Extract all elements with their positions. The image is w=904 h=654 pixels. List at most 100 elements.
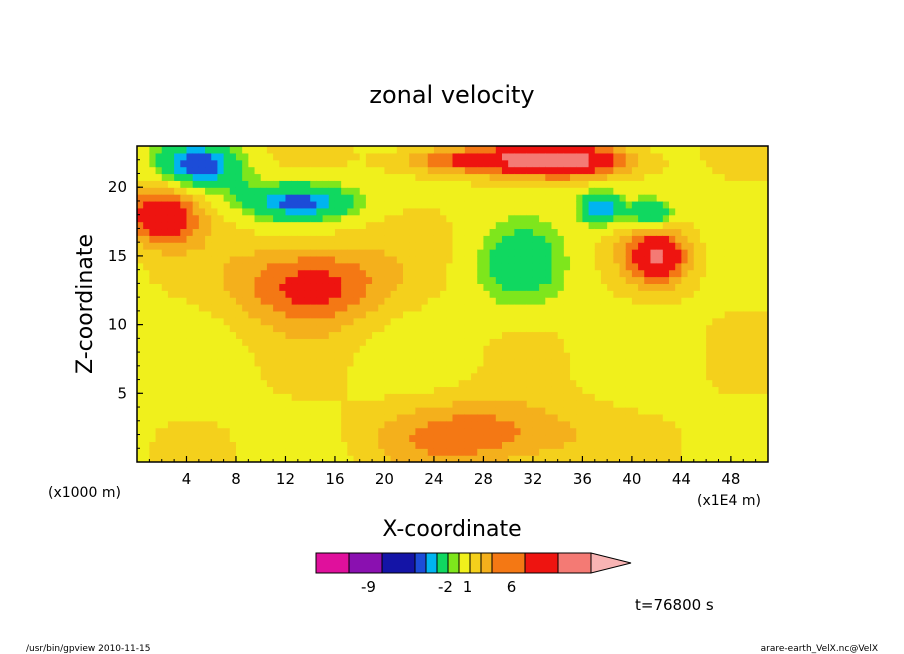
heatmap-cell [384, 166, 392, 175]
heatmap-cell [724, 434, 732, 442]
heatmap-cell [576, 310, 584, 319]
heatmap-cell [483, 393, 491, 401]
heatmap-cell [217, 214, 225, 223]
heatmap-cell [613, 194, 621, 202]
heatmap-cell [551, 249, 559, 257]
heatmap-cell [285, 441, 293, 449]
heatmap-cell [687, 310, 695, 319]
heatmap-cell [693, 166, 701, 175]
heatmap-cell [644, 187, 652, 195]
heatmap-cell [588, 407, 596, 415]
heatmap-cell [607, 407, 614, 415]
heatmap-cell [625, 427, 633, 436]
heatmap-cell [260, 455, 268, 462]
heatmap-cell [594, 187, 602, 195]
heatmap-cell [242, 338, 249, 346]
heatmap-cell [526, 434, 534, 442]
heatmap-cell [607, 180, 614, 188]
heatmap-cell [644, 221, 652, 230]
heatmap-cell [576, 200, 584, 209]
heatmap-cell [631, 235, 639, 243]
heatmap-cell [730, 365, 738, 374]
heatmap-cell [613, 434, 621, 442]
heatmap-cell [532, 455, 540, 462]
heatmap-cell [341, 214, 348, 223]
heatmap-cell [638, 420, 645, 429]
heatmap-cell [681, 407, 689, 415]
heatmap-cell [495, 331, 503, 339]
heatmap-cell [415, 152, 423, 161]
heatmap-cell [205, 269, 212, 278]
heatmap-cell [365, 194, 373, 202]
heatmap-cell [644, 427, 652, 436]
heatmap-cell [390, 338, 398, 346]
heatmap-cell [737, 269, 744, 278]
heatmap-cell [260, 276, 268, 284]
heatmap-cell [693, 420, 701, 429]
heatmap-cell [192, 407, 200, 415]
heatmap-cell [161, 187, 169, 195]
heatmap-cell [198, 194, 206, 202]
heatmap-cell [594, 207, 602, 216]
heatmap-cell [749, 317, 757, 326]
heatmap-cell [458, 400, 466, 408]
heatmap-cell [266, 338, 274, 346]
heatmap-cell [539, 152, 546, 161]
heatmap-cell [223, 152, 231, 161]
heatmap-cell [514, 338, 522, 346]
heatmap-cell [440, 304, 447, 312]
heatmap-cell [687, 283, 695, 291]
heatmap-cell [279, 393, 287, 401]
heatmap-cell [755, 441, 763, 449]
heatmap-cell [526, 200, 534, 209]
heatmap-cell [520, 200, 528, 209]
heatmap-cell [662, 214, 670, 223]
heatmap-cell [378, 194, 386, 202]
heatmap-cell [650, 269, 658, 278]
heatmap-cell [477, 345, 485, 353]
heatmap-cell [242, 297, 249, 305]
heatmap-cell [706, 338, 713, 346]
heatmap-cell [161, 372, 169, 381]
heatmap-cell [143, 386, 150, 394]
heatmap-cell [285, 331, 293, 339]
heatmap-cell [390, 400, 398, 408]
heatmap-cell [149, 194, 157, 202]
heatmap-cell [557, 221, 565, 230]
heatmap-cell [359, 338, 367, 346]
heatmap-cell [508, 448, 515, 456]
heatmap-cell [712, 413, 720, 422]
heatmap-cell [458, 228, 466, 236]
heatmap-cell [477, 269, 485, 278]
heatmap-cell [415, 407, 423, 415]
heatmap-cell [477, 338, 485, 346]
heatmap-cell [458, 173, 466, 181]
heatmap-cell [687, 455, 695, 462]
heatmap-cell [211, 152, 219, 161]
heatmap-cell [477, 413, 485, 422]
heatmap-cell [217, 310, 225, 319]
heatmap-cell [464, 352, 472, 360]
heatmap-cell [273, 297, 280, 305]
heatmap-cell [477, 393, 485, 401]
heatmap-cell [471, 455, 478, 462]
heatmap-cell [613, 207, 621, 216]
heatmap-cell [588, 235, 596, 243]
heatmap-cell [322, 283, 330, 291]
heatmap-cell [396, 420, 404, 429]
heatmap-cell [427, 420, 435, 429]
heatmap-cell [384, 365, 392, 374]
heatmap-cell [669, 235, 676, 243]
y-tick-label: 10 [108, 316, 127, 334]
heatmap-cell [749, 310, 757, 319]
heatmap-cell [501, 379, 509, 388]
heatmap-cell [619, 345, 627, 353]
heatmap-cell [328, 345, 336, 353]
heatmap-cell [501, 221, 509, 230]
heatmap-cell [730, 152, 738, 161]
heatmap-cell [229, 235, 237, 243]
heatmap-cell [316, 386, 324, 394]
heatmap-cell [737, 441, 744, 449]
heatmap-cell [730, 187, 738, 195]
heatmap-cell [260, 207, 268, 216]
